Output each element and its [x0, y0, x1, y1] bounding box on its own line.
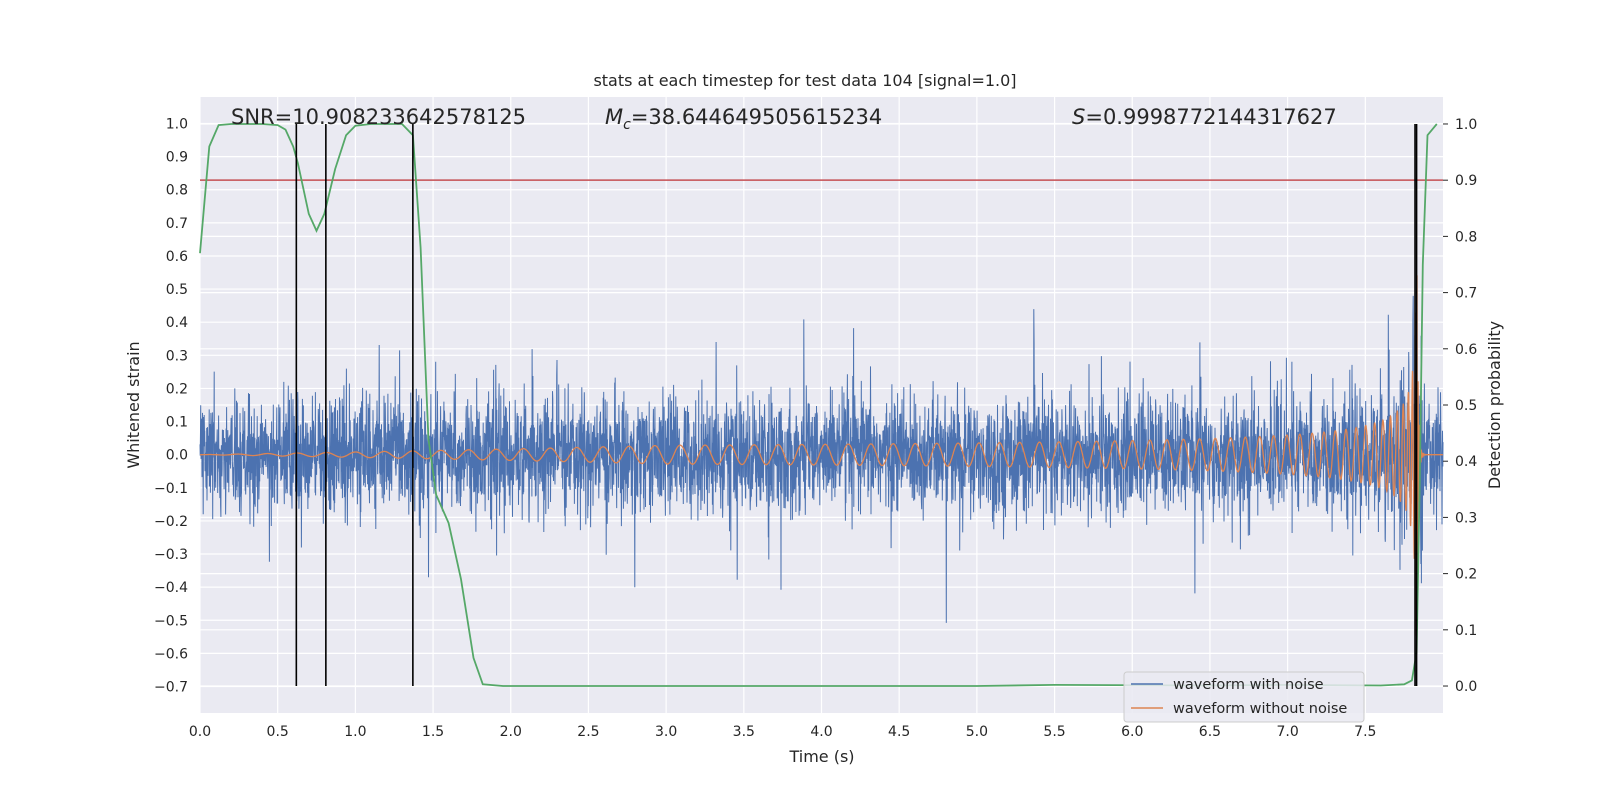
series-waveform-with-noise: [199, 295, 1444, 623]
series-detection-probability: [199, 123, 1438, 687]
y-left-tick-label: 0.0: [166, 448, 188, 464]
legend: waveform with noise waveform without noi…: [1123, 671, 1365, 723]
y-left-tick-label: −0.5: [154, 613, 188, 629]
y-right-tick-label: 0.4: [1455, 454, 1477, 470]
mc-subscript: c: [623, 117, 631, 133]
y-left-tick-label: −0.4: [154, 580, 188, 596]
y-right-tick-label: 0.7: [1455, 286, 1477, 302]
y-axis-label-right: Detection probability: [1485, 321, 1504, 489]
x-tick-label: 1.5: [422, 724, 444, 740]
x-tick-label: 4.0: [810, 724, 832, 740]
x-tick-label: 1.0: [344, 724, 366, 740]
y-left-tick-label: 0.9: [166, 150, 188, 166]
y-left-tick-label: −0.2: [154, 514, 188, 530]
y-left-tick-label: −0.7: [154, 680, 188, 696]
y-right-tick-label: 0.5: [1455, 398, 1477, 414]
y-left-tick-label: 0.5: [166, 282, 188, 298]
vertical-markers: [295, 123, 1418, 687]
y-right-tick-label: 0.0: [1455, 679, 1477, 695]
x-tick-label: 3.5: [733, 724, 755, 740]
chirp-trace: [200, 275, 1443, 636]
chart-title: stats at each timestep for test data 104…: [593, 71, 1016, 90]
x-tick-label: 6.0: [1121, 724, 1143, 740]
y-left-tick-label: 0.6: [166, 249, 188, 265]
y-left-tick-label: 0.7: [166, 216, 188, 232]
y-right-tick-label: 0.3: [1455, 510, 1477, 526]
series-waveform-without-noise: [200, 275, 1443, 636]
y-left-tick-label: 0.4: [166, 315, 188, 331]
y-left-tick-label: 0.3: [166, 348, 188, 364]
grid-lines: [199, 97, 1443, 713]
mc-annotation: Mc=38.644649505615234: [605, 105, 882, 133]
x-tick-label: 2.5: [577, 724, 599, 740]
y-right-tick-label: 0.6: [1455, 342, 1477, 358]
probability-trace: [199, 123, 1438, 687]
x-tick-label: 3.0: [655, 724, 677, 740]
y-right-tick-label: 1.0: [1455, 117, 1477, 133]
y-left-tick-label: 0.2: [166, 381, 188, 397]
y-left-tick-label: 0.1: [166, 415, 188, 431]
x-tick-label: 7.5: [1354, 724, 1376, 740]
y-left-tick-label: 0.8: [166, 183, 188, 199]
x-axis-label: Time (s): [788, 747, 854, 766]
x-tick-label: 7.0: [1276, 724, 1298, 740]
y-right-tick-label: 0.2: [1455, 567, 1477, 583]
y-right-tick-label: 0.9: [1455, 173, 1477, 189]
x-tick-label: 2.0: [500, 724, 522, 740]
mc-value: =38.644649505615234: [631, 105, 882, 129]
y-right-tick-label: 0.1: [1455, 623, 1477, 639]
x-tick-label: 5.0: [966, 724, 988, 740]
x-tick-label: 0.0: [189, 724, 211, 740]
legend-box: [1123, 671, 1365, 723]
x-tick-label: 6.5: [1199, 724, 1221, 740]
annotations: SNR=10.908233642578125 Mc=38.64464950561…: [231, 105, 1337, 133]
legend-label-without-noise: waveform without noise: [1173, 701, 1347, 717]
legend-label-with-noise: waveform with noise: [1173, 677, 1324, 693]
y-left-tick-label: 1.0: [166, 116, 188, 132]
noise-trace: [199, 295, 1444, 623]
mc-symbol: M: [605, 105, 623, 129]
y-right-tick-label: 0.8: [1455, 229, 1477, 245]
x-tick-label: 5.5: [1043, 724, 1065, 740]
snr-annotation: SNR=10.908233642578125: [231, 105, 526, 129]
s-value: =0.9998772144317627: [1085, 105, 1336, 129]
x-tick-label: 4.5: [888, 724, 910, 740]
s-annotation: S=0.9998772144317627: [1072, 105, 1337, 129]
y-left-tick-label: −0.6: [154, 646, 188, 662]
y-axis-label-left: Whitened strain: [124, 341, 143, 468]
x-tick-label: 0.5: [267, 724, 289, 740]
axis-ticks: 0.0 0.5 1.0 1.5 2.0 2.5 3.0 3.5 4.0 4.5 5.0 5.5 6.0 6…: [154, 116, 1477, 740]
y-left-tick-label: −0.3: [154, 547, 188, 563]
y-left-tick-label: −0.1: [154, 481, 188, 497]
s-symbol: S: [1072, 105, 1085, 129]
